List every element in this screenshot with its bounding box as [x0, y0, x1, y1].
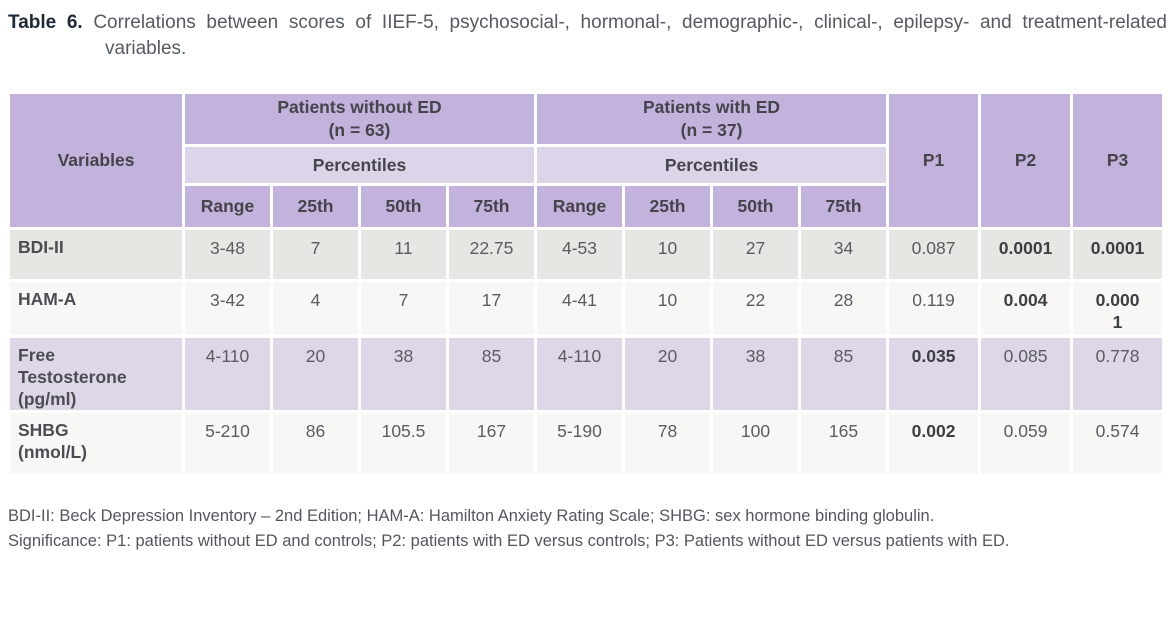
- table-caption-number: Table 6.: [8, 12, 83, 33]
- table-row-shbg: SHBG (nmol/L) 5-210 86 105.5 167 5-190 7…: [10, 413, 1163, 474]
- data-cell: 105.5: [361, 413, 446, 474]
- data-cell: 100: [713, 413, 798, 474]
- column-header-p3: P3: [1073, 94, 1163, 227]
- p-value-cell: 0.119: [889, 282, 979, 335]
- data-cell: 4-41: [537, 282, 622, 335]
- column-header-p1: P1: [889, 94, 979, 227]
- p-value-cell: 0.087: [889, 230, 979, 279]
- data-cell: 78: [625, 413, 710, 474]
- correlations-table: Variables Patients without ED (n = 63) P…: [7, 91, 1165, 477]
- percentiles-header-without-ed: Percentiles: [185, 147, 534, 183]
- footnote-significance: Significance: P1: patients without ED an…: [8, 532, 1010, 550]
- table-caption-text: Correlations between scores of IIEF-5, p…: [93, 12, 1168, 59]
- table-footnotes: BDI-II: Beck Depression Inventory – 2nd …: [8, 504, 1167, 554]
- data-cell: 22.75: [449, 230, 534, 279]
- column-group-patients-with-ed: Patients with ED (n = 37): [537, 94, 887, 144]
- p-value-cell: 0.0001: [981, 230, 1071, 279]
- data-cell: 167: [449, 413, 534, 474]
- data-cell: 4-110: [185, 338, 270, 410]
- table-caption: Table 6. Correlations between scores of …: [8, 10, 1167, 62]
- data-cell: 85: [801, 338, 887, 410]
- data-cell: 10: [625, 230, 710, 279]
- data-cell: 86: [273, 413, 358, 474]
- p-value-cell: 0.004: [981, 282, 1071, 335]
- table-row-free-testosterone: Free Testosterone (pg/ml) 4-110 20 38 85…: [10, 338, 1163, 410]
- subcolumn-header-75th: 75th: [449, 186, 534, 227]
- data-cell: 4: [273, 282, 358, 335]
- subcolumn-header-25th: 25th: [273, 186, 358, 227]
- percentiles-header-with-ed: Percentiles: [537, 147, 887, 183]
- subcolumn-header-50th: 50th: [713, 186, 798, 227]
- p-value-cell: 0.574: [1073, 413, 1163, 474]
- subcolumn-header-50th: 50th: [361, 186, 446, 227]
- data-cell: 85: [449, 338, 534, 410]
- p-value-cell: 0.002: [889, 413, 979, 474]
- table-row-bdi-ii: BDI-II 3-48 7 11 22.75 4-53 10 27 34 0.0…: [10, 230, 1163, 279]
- data-cell: 38: [361, 338, 446, 410]
- data-cell: 5-190: [537, 413, 622, 474]
- row-label: SHBG (nmol/L): [10, 413, 182, 474]
- data-cell: 27: [713, 230, 798, 279]
- data-cell: 5-210: [185, 413, 270, 474]
- data-cell: 165: [801, 413, 887, 474]
- data-cell: 7: [273, 230, 358, 279]
- table-row-ham-a: HAM-A 3-42 4 7 17 4-41 10 22 28 0.119 0.…: [10, 282, 1163, 335]
- data-cell: 4-110: [537, 338, 622, 410]
- data-cell: 11: [361, 230, 446, 279]
- column-header-p2: P2: [981, 94, 1071, 227]
- subcolumn-header-75th: 75th: [801, 186, 887, 227]
- data-cell: 3-42: [185, 282, 270, 335]
- row-label: Free Testosterone (pg/ml): [10, 338, 182, 410]
- p-value-cell: 0.778: [1073, 338, 1163, 410]
- footnote-abbreviations: BDI-II: Beck Depression Inventory – 2nd …: [8, 507, 935, 525]
- column-group-patients-without-ed: Patients without ED (n = 63): [185, 94, 534, 144]
- data-cell: 22: [713, 282, 798, 335]
- data-cell: 20: [625, 338, 710, 410]
- row-label: HAM-A: [10, 282, 182, 335]
- p-value-cell: 0.0001: [1073, 230, 1163, 279]
- data-cell: 34: [801, 230, 887, 279]
- p-value-cell: 0.000 1: [1073, 282, 1163, 335]
- data-cell: 3-48: [185, 230, 270, 279]
- p-value-cell: 0.035: [889, 338, 979, 410]
- subcolumn-header-range: Range: [185, 186, 270, 227]
- data-cell: 7: [361, 282, 446, 335]
- column-header-variables: Variables: [10, 94, 182, 227]
- data-cell: 20: [273, 338, 358, 410]
- subcolumn-header-25th: 25th: [625, 186, 710, 227]
- row-label: BDI-II: [10, 230, 182, 279]
- p-value-cell: 0.059: [981, 413, 1071, 474]
- data-cell: 4-53: [537, 230, 622, 279]
- subcolumn-header-range: Range: [537, 186, 622, 227]
- p-value-cell: 0.085: [981, 338, 1071, 410]
- data-cell: 10: [625, 282, 710, 335]
- data-cell: 17: [449, 282, 534, 335]
- data-cell: 38: [713, 338, 798, 410]
- data-cell: 28: [801, 282, 887, 335]
